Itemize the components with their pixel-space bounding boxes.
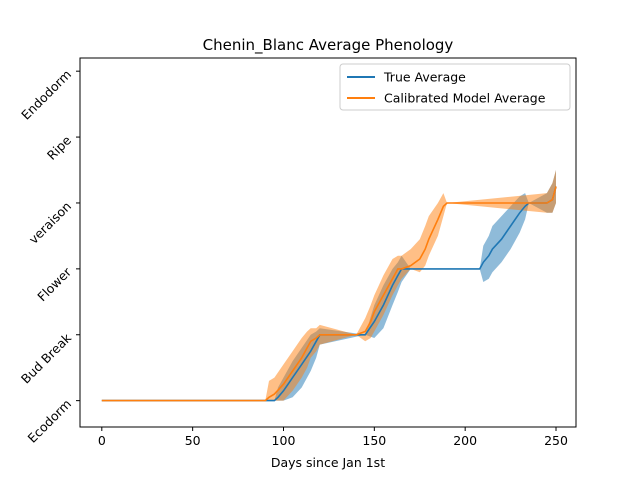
series-line-true-average (101, 186, 557, 402)
x-tick-label: 100 (272, 433, 296, 448)
legend-frame (339, 63, 571, 111)
x-tick-label: 150 (362, 433, 386, 448)
x-tick-label: 200 (453, 433, 477, 448)
chart-title: Chenin_Blanc Average Phenology (203, 36, 454, 55)
x-axis-label: Days since Jan 1st (271, 455, 385, 470)
legend-label: True Average (383, 70, 466, 85)
legend: True Average Calibrated Model Average (339, 63, 571, 111)
series-line-calibrated-model (101, 186, 557, 402)
x-tick-label: 50 (185, 433, 201, 448)
x-tick-label: 250 (544, 433, 568, 448)
x-tick-label: 0 (98, 433, 106, 448)
legend-label: Calibrated Model Average (384, 91, 546, 106)
plot-frame (79, 57, 577, 428)
